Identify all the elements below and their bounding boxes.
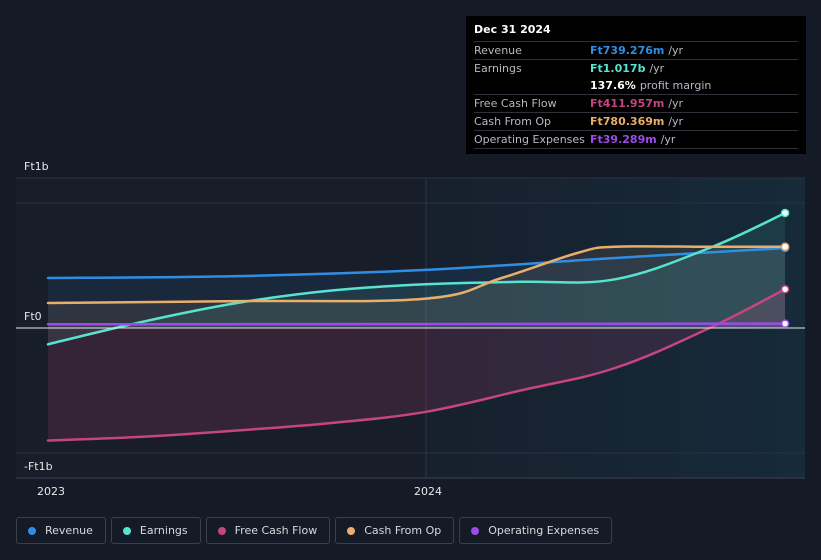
free-cash-flow-end-marker — [780, 285, 790, 294]
tooltip-row-operating-expenses: Operating Expenses Ft39.289m /yr — [474, 130, 798, 149]
legend-item-revenue[interactable]: Revenue — [16, 517, 106, 544]
tooltip-label: Revenue — [474, 44, 522, 57]
tooltip-unit: profit margin — [639, 79, 712, 92]
legend-item-free-cash-flow[interactable]: Free Cash Flow — [205, 517, 331, 544]
tooltip-unit: /yr — [660, 133, 676, 146]
revenue-line — [46, 246, 787, 280]
cash-from-op-line — [46, 245, 787, 305]
y-tick-label: -Ft1b — [24, 460, 53, 473]
data-tooltip: Dec 31 2024 Revenue Ft739.276m /yr Earni… — [466, 16, 806, 154]
chart-area: Ft1b Ft0 -Ft1b 2023 2024 — [16, 160, 805, 498]
y-tick-label: Ft0 — [24, 310, 42, 323]
earnings-end-marker — [780, 208, 790, 218]
x-tick-label: 2024 — [414, 485, 442, 498]
cash-from-op-area — [48, 246, 786, 328]
tooltip-unit: /yr — [649, 62, 665, 75]
legend-label: Free Cash Flow — [234, 524, 318, 537]
legend-item-earnings[interactable]: Earnings — [110, 517, 201, 544]
earnings-area — [48, 213, 786, 345]
legend-dot-icon — [347, 526, 356, 535]
tooltip-row-profit-margin: 137.6% profit margin — [474, 77, 798, 94]
y-tick-label: Ft1b — [24, 160, 49, 173]
legend-label: Cash From Op — [364, 524, 442, 537]
tooltip-unit: /yr — [668, 115, 684, 128]
tooltip-label: Earnings — [474, 62, 522, 75]
legend-dot-icon — [471, 526, 480, 535]
cash-from-op-end-marker — [780, 242, 790, 251]
legend-label: Operating Expenses — [488, 524, 600, 537]
tooltip-row-cash-from-op: Cash From Op Ft780.369m /yr — [474, 112, 798, 130]
chart-legend: Revenue Earnings Free Cash Flow Cash Fro… — [16, 517, 613, 544]
tooltip-unit: /yr — [668, 44, 684, 57]
tooltip-row-free-cash-flow: Free Cash Flow Ft411.957m /yr — [474, 94, 798, 112]
series-areas — [48, 213, 786, 441]
operating-expenses-end-marker — [780, 319, 790, 328]
tooltip-value: Ft739.276m — [590, 44, 665, 57]
tooltip-unit: /yr — [668, 97, 684, 110]
operating-expenses-line — [46, 322, 787, 326]
free-cash-flow-area — [48, 289, 786, 441]
legend-dot-icon — [28, 526, 36, 535]
tooltip-value: Ft780.369m — [590, 115, 665, 128]
series-lines — [16, 211, 805, 442]
series-end-markers — [780, 208, 790, 328]
revenue-area — [48, 248, 786, 328]
tooltip-label: Cash From Op — [474, 115, 552, 128]
grid-lines — [16, 177, 805, 479]
legend-dot-icon — [122, 526, 131, 535]
earnings-line — [46, 211, 787, 346]
tooltip-label: Operating Expenses — [474, 133, 585, 146]
x-tick-label: 2023 — [37, 485, 65, 498]
tooltip-date: Dec 31 2024 — [474, 23, 551, 36]
legend-item-operating-expenses[interactable]: Operating Expenses — [459, 517, 613, 544]
tooltip-value: 137.6% — [590, 79, 636, 92]
legend-dot-icon — [217, 526, 226, 535]
tooltip-label: Free Cash Flow — [474, 97, 557, 110]
legend-label: Earnings — [139, 524, 188, 537]
legend-label: Revenue — [45, 524, 93, 537]
tooltip-value: Ft1.017b — [590, 62, 646, 75]
tooltip-row-earnings: Earnings Ft1.017b /yr — [474, 59, 798, 77]
tooltip-value: Ft39.289m — [590, 133, 657, 146]
legend-item-cash-from-op[interactable]: Cash From Op — [335, 517, 455, 544]
tooltip-row-revenue: Revenue Ft739.276m /yr — [474, 41, 798, 59]
tooltip-value: Ft411.957m — [590, 97, 665, 110]
free-cash-flow-line — [46, 288, 787, 442]
